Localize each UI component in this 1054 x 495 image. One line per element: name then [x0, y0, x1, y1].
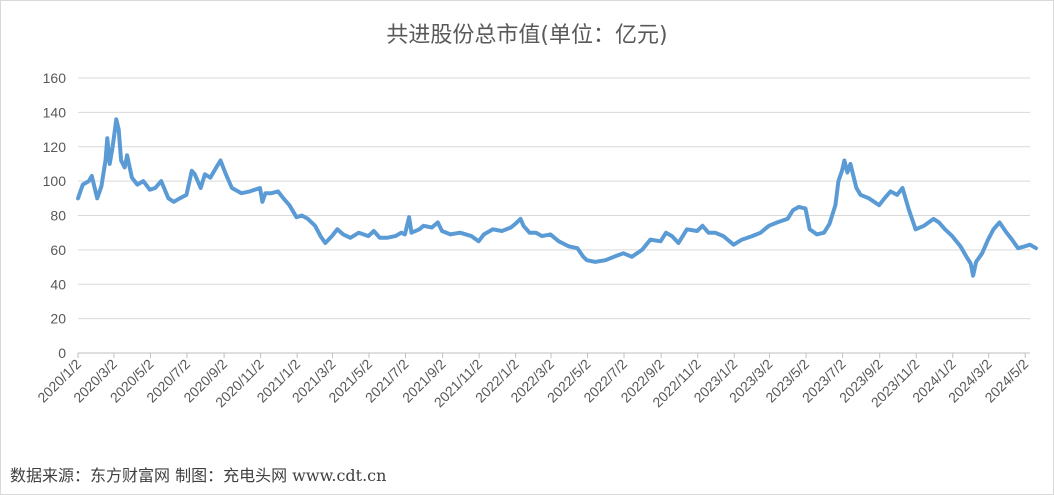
y-axis-tick-labels: 0 20 40 60 80 100 120 140 160 — [43, 70, 67, 361]
x-axis-tick-labels: 2020/1/22020/3/22020/5/22020/7/22020/9/2… — [34, 353, 1031, 410]
gridlines — [78, 77, 1030, 354]
series-line-0 — [76, 117, 1038, 278]
y-tick-label: 60 — [50, 242, 66, 258]
y-tick-label: 140 — [43, 104, 67, 120]
y-tick-label: 20 — [50, 311, 66, 327]
series-layer — [76, 117, 1038, 278]
y-tick-label: 40 — [50, 276, 66, 292]
y-tick-label: 120 — [43, 139, 67, 155]
y-tick-label: 80 — [50, 208, 66, 224]
source-note: 数据来源：东方财富网 制图：充电头网 www.cdt.cn — [10, 466, 386, 485]
y-tick-label: 100 — [43, 173, 67, 189]
chart-title: 共进股份总市值(单位：亿元) — [386, 23, 667, 48]
y-tick-label: 160 — [43, 70, 67, 86]
y-tick-label: 0 — [58, 345, 66, 361]
